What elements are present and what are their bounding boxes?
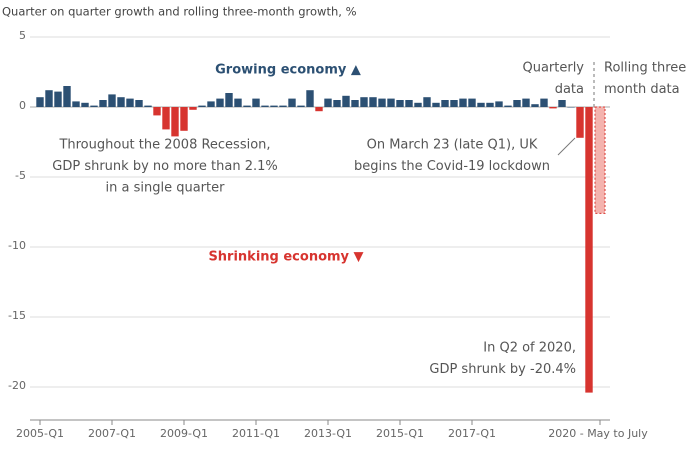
bar <box>63 86 71 107</box>
bar <box>216 98 224 107</box>
annotation: Rolling three <box>604 61 686 76</box>
y-tick-label: -5 <box>15 169 26 182</box>
bar <box>351 100 359 107</box>
bar <box>162 107 170 130</box>
bar <box>90 105 98 107</box>
bar <box>504 105 512 107</box>
x-tick-label: 2007-Q1 <box>88 427 136 440</box>
bar <box>558 100 566 107</box>
bar <box>36 97 44 107</box>
bar <box>549 107 557 109</box>
bar <box>540 98 548 107</box>
annotation: data <box>555 82 584 97</box>
bar <box>486 102 494 107</box>
x-tick-label: 2009-Q1 <box>160 427 208 440</box>
bar <box>450 100 458 107</box>
annotation: Shrinking economy ▼ <box>208 250 363 265</box>
bar <box>567 107 575 108</box>
bar <box>261 105 269 107</box>
annotation: begins the Covid-19 lockdown <box>354 159 550 174</box>
bar <box>477 102 485 107</box>
x-tick-label: 2015-Q1 <box>376 427 424 440</box>
x-tick-label: 2005-Q1 <box>16 427 64 440</box>
bar <box>585 107 593 393</box>
annotation: month data <box>604 82 680 97</box>
bar <box>369 97 377 107</box>
annotation: In Q2 of 2020, <box>483 341 576 356</box>
bar <box>333 100 341 107</box>
bar <box>189 107 197 110</box>
bar <box>198 105 206 107</box>
bar <box>135 100 143 107</box>
annotation: Throughout the 2008 Recession, <box>58 138 270 153</box>
annotation: GDP shrunk by -20.4% <box>429 362 576 377</box>
bar <box>324 98 332 107</box>
bar <box>513 100 521 107</box>
bar <box>207 101 215 107</box>
bar <box>405 100 413 107</box>
bar <box>108 94 116 107</box>
bar <box>387 98 395 107</box>
bar <box>378 98 386 107</box>
annotation: Growing economy ▲ <box>215 63 361 78</box>
bar <box>423 97 431 107</box>
x-tick-label: 2020 - May to July <box>548 427 648 440</box>
bar <box>468 98 476 107</box>
y-tick-label: -20 <box>8 379 26 392</box>
chart-title: Quarter on quarter growth and rolling th… <box>2 5 357 19</box>
bar <box>279 105 287 107</box>
annotation: Quarterly <box>522 61 584 76</box>
bar <box>414 102 422 107</box>
bar <box>180 107 188 131</box>
bar <box>576 107 584 138</box>
y-tick-label: 0 <box>19 99 26 112</box>
bar <box>441 100 449 107</box>
bar <box>306 90 314 107</box>
rolling-bar <box>594 106 606 214</box>
bar <box>396 100 404 107</box>
bar <box>72 101 80 107</box>
bar <box>252 98 260 107</box>
bar <box>360 97 368 107</box>
bar <box>54 91 62 107</box>
annotation: On March 23 (late Q1), UK <box>367 138 538 153</box>
bar <box>297 105 305 107</box>
bar <box>45 90 53 107</box>
x-tick-label: 2011-Q1 <box>232 427 280 440</box>
bar <box>225 93 233 107</box>
bar <box>459 98 467 107</box>
pointer-line <box>557 137 576 156</box>
bar <box>144 105 152 107</box>
bar <box>234 98 242 107</box>
x-tick-label: 2017-Q1 <box>448 427 496 440</box>
bar <box>171 107 179 137</box>
bar <box>495 101 503 107</box>
bar <box>270 105 278 107</box>
annotation: in a single quarter <box>106 181 226 196</box>
y-tick-label: 5 <box>19 29 26 42</box>
x-tick-label: 2013-Q1 <box>304 427 352 440</box>
y-tick-label: -10 <box>8 239 26 252</box>
bar <box>126 98 134 107</box>
bar <box>99 100 107 107</box>
bar <box>243 105 251 107</box>
bar <box>432 102 440 107</box>
bar <box>315 107 323 112</box>
bar <box>288 98 296 107</box>
bar <box>342 95 350 107</box>
bar <box>531 104 539 107</box>
bar <box>522 98 530 107</box>
y-tick-label: -15 <box>8 309 26 322</box>
bar <box>81 102 89 107</box>
bar <box>117 97 125 107</box>
annotation: GDP shrunk by no more than 2.1% <box>52 159 277 174</box>
bar <box>153 107 161 116</box>
